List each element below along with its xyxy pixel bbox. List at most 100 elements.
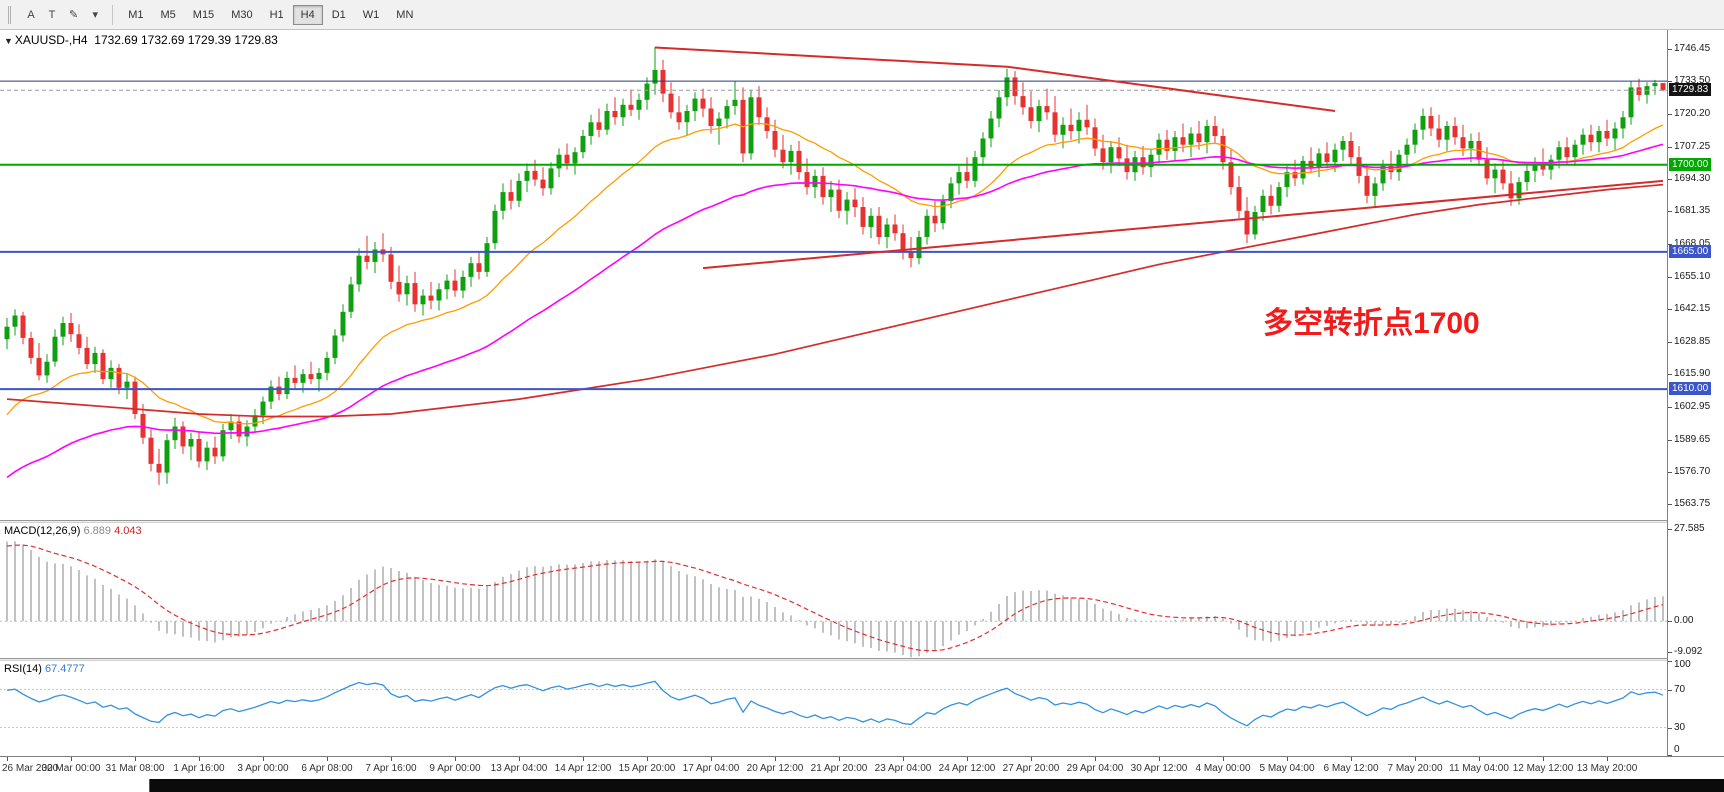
price-axis-tick (1668, 114, 1672, 116)
timeframe-h4-button[interactable]: H4 (292, 4, 323, 25)
chart-ohlc-values: 1732.69 1732.69 1729.39 1729.83 (94, 33, 278, 47)
price-axis-tick (1668, 504, 1672, 506)
time-axis-label: 1 Apr 16:00 (173, 763, 225, 774)
time-axis-tick (71, 757, 72, 761)
macd-axis-tick (1668, 621, 1672, 623)
time-axis-tick (903, 757, 904, 761)
macd-label: MACD(12,26,9) 6.889 4.043 (4, 525, 142, 537)
time-axis-tick (775, 757, 776, 761)
price-axis-tick (1668, 472, 1672, 474)
time-axis-label: 12 May 12:00 (1512, 763, 1574, 774)
timeframe-m30-button[interactable]: M30 (223, 5, 260, 25)
time-axis-label: 9 Apr 00:00 (429, 763, 481, 774)
timeframe-group: M1 M5 M15 M30 H1 H4 D1 W1 MN (120, 4, 421, 25)
macd-axis-label: 0.00 (1674, 615, 1694, 627)
time-axis-label: 4 May 00:00 (1195, 763, 1251, 774)
toolbar-grip-icon[interactable] (8, 5, 15, 24)
price-chart-pane[interactable]: ▼ XAUUSD-,H4 1732.69 1732.69 1729.39 1729… (0, 30, 1667, 520)
text-tool-button[interactable]: T (42, 4, 62, 26)
mac d-main-value: 6.889 (83, 525, 112, 537)
price-axis[interactable]: 1746.45 1733.50 1720.20 1707.25 1694.30 1681.… (1667, 30, 1724, 756)
time-axis-label: 30 Mar 00:00 (41, 763, 101, 774)
rsi-axis-label: 30 (1674, 721, 1686, 733)
time-axis-label: 30 Apr 12:00 (1130, 763, 1188, 774)
timeframe-mn-button[interactable]: MN (388, 5, 421, 25)
collapse-icon[interactable]: ▼ (4, 36, 13, 46)
tool-button-group: A T ✎ ▾ (21, 4, 105, 26)
price-badge: 1729.83 (1669, 83, 1712, 97)
timeframe-h1-button[interactable]: H1 (262, 5, 292, 25)
rsi-axis-tick (1668, 755, 1672, 756)
macd-axis-label: 27.585 (1674, 523, 1705, 535)
price-badge: 1610.00 (1669, 382, 1712, 396)
time-axis-tick (391, 757, 392, 761)
macd-axis-tick (1668, 651, 1672, 653)
price-axis-label: 1681.35 (1674, 205, 1711, 217)
price-axis-label: 1707.25 (1674, 140, 1711, 152)
macd-indicator-pane[interactable]: MACD(12,26,9) 6.889 4.043 (0, 523, 1667, 658)
rsi-chart-svg[interactable] (0, 661, 1667, 756)
price-axis-label: 1628.85 (1674, 336, 1711, 348)
time-axis-label: 5 May 04:00 (1259, 763, 1315, 774)
rsi-value: 67.4777 (44, 663, 85, 675)
draw-tool-button[interactable]: ✎ (63, 4, 84, 26)
time-axis-tick (199, 757, 200, 761)
time-axis-label: 26 Mar 2020 (2, 763, 59, 774)
macd-chart-svg[interactable] (0, 523, 1667, 658)
timeframe-m1-button[interactable]: M1 (120, 5, 151, 25)
time-axis-tick (1031, 757, 1032, 761)
price-axis-label: 1668.05 (1674, 238, 1711, 250)
price-axis-label: 1642.15 (1674, 302, 1711, 314)
time-axis-tick (7, 757, 8, 761)
timeframe-d1-button[interactable]: D1 (324, 5, 354, 25)
price-axis-tick (1668, 374, 1672, 376)
macd-axis-tick (1668, 529, 1672, 531)
time-axis-label: 13 May 20:00 (1576, 763, 1638, 774)
time-axis-label: 14 Apr 12:00 (554, 763, 612, 774)
bottom-bar (0, 779, 1724, 792)
time-axis-label: 24 Apr 12:00 (938, 763, 996, 774)
candlestick-chart-svg[interactable] (0, 30, 1667, 520)
timeframe-m5-button[interactable]: M5 (153, 5, 184, 25)
price-axis-label: 1655.10 (1674, 270, 1711, 282)
rsi-label: RSI(14) 67.4777 (4, 663, 85, 675)
timeframe-w1-button[interactable]: W1 (355, 5, 388, 25)
rsi-indicator-pane[interactable]: RSI(14) 67.4777 (0, 661, 1667, 756)
time-axis-tick (135, 757, 136, 761)
time-axis-tick (455, 757, 456, 761)
time-axis-tick (1415, 757, 1416, 761)
price-axis-tick (1668, 276, 1672, 278)
time-axis-tick (711, 757, 712, 761)
time-axis[interactable]: 26 Mar 2020 30 Mar 00:00 31 Mar 08:00 1 Apr… (0, 756, 1724, 779)
time-axis-tick (1223, 757, 1224, 761)
time-axis-label: 27 Apr 20:00 (1002, 763, 1060, 774)
price-axis-label: 1746.45 (1674, 42, 1711, 54)
toolbar-separator (112, 4, 114, 25)
rsi-axis-label: 100 (1674, 659, 1691, 670)
cursor-tool-button[interactable]: A (21, 4, 41, 26)
time-axis-tick (967, 757, 968, 761)
time-axis-label: 20 Apr 12:00 (746, 763, 804, 774)
price-axis-label: 1576.70 (1674, 466, 1711, 478)
draw-dropdown-caret-button[interactable]: ▾ (85, 4, 105, 26)
time-axis-label: 3 Apr 00:00 (237, 763, 289, 774)
rsi-axis-tick (1668, 727, 1672, 729)
rsi-axis-label: 0 (1674, 744, 1680, 755)
time-axis-tick (1351, 757, 1352, 761)
time-axis-tick (1543, 757, 1544, 761)
price-axis-tick (1668, 146, 1672, 148)
price-axis-tick (1668, 439, 1672, 441)
time-axis-tick (263, 757, 264, 761)
timeframe-m15-button[interactable]: M15 (185, 5, 222, 25)
time-axis-tick (1479, 757, 1480, 761)
time-axis-label: 13 Apr 04:00 (490, 763, 548, 774)
time-axis-tick (1159, 757, 1160, 761)
time-axis-label: 7 May 20:00 (1387, 763, 1443, 774)
chart-annotation[interactable]: 多空转折点1700 (1263, 307, 1480, 340)
pane-splitter[interactable] (0, 658, 1724, 661)
pane-splitter[interactable] (0, 520, 1724, 523)
time-axis-label: 6 Apr 08:00 (301, 763, 353, 774)
time-axis-tick (583, 757, 584, 761)
chart-workspace: ▼ XAUUSD-,H4 1732.69 1732.69 1729.39 1729… (0, 30, 1724, 792)
